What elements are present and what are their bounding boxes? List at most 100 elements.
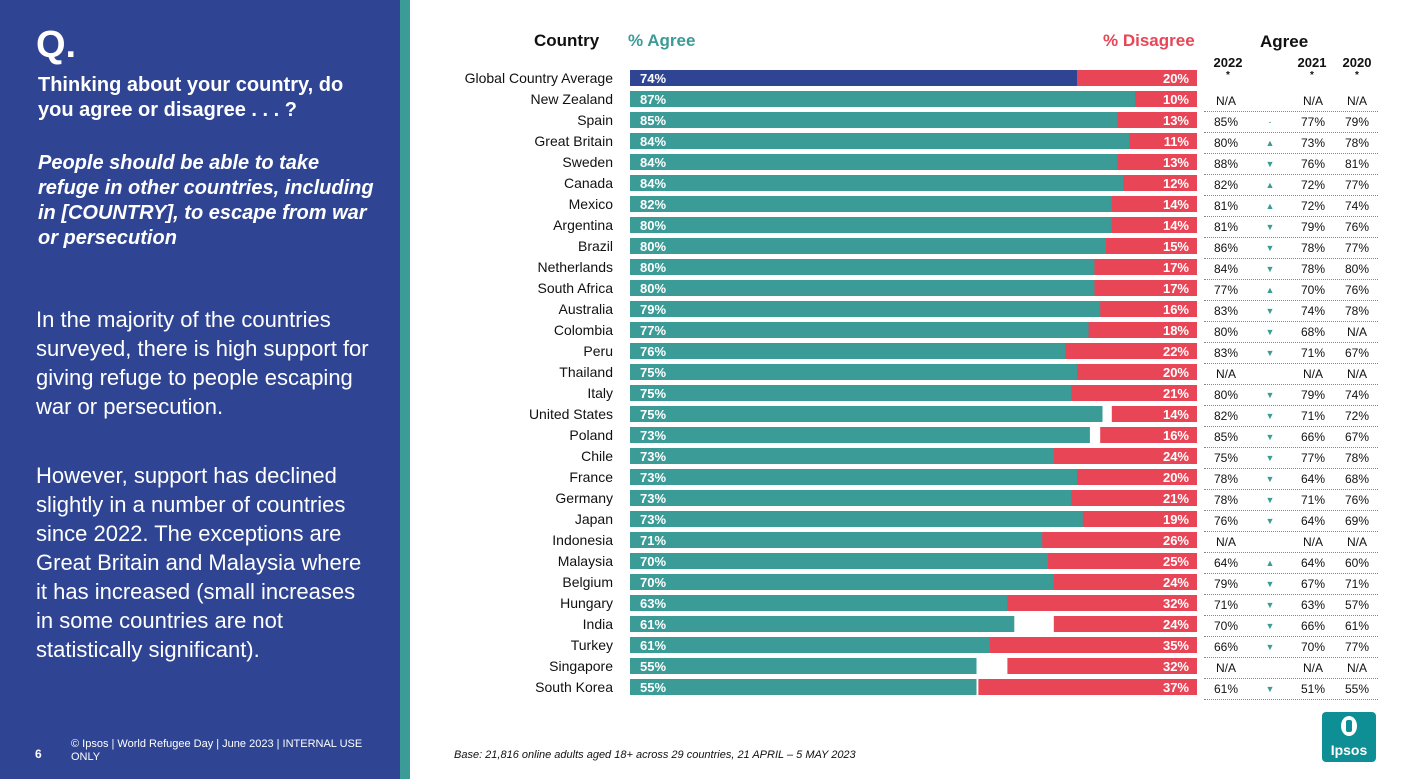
agree-bar — [630, 175, 1160, 191]
change-arrow-icon: - — [1268, 117, 1272, 127]
change-arrow-icon: ▼ — [1265, 432, 1275, 442]
change-arrow-icon: ▼ — [1265, 642, 1275, 652]
disagree-bar — [1071, 385, 1197, 401]
disagree-value-label: 22% — [1163, 344, 1189, 359]
trend-row: 80% ▲ 73% 78% — [1204, 133, 1378, 154]
agree-2020-value: 77% — [1344, 241, 1370, 255]
agree-2020-value: 80% — [1344, 262, 1370, 276]
agree-bar — [630, 595, 1027, 611]
agree-2020-value: 67% — [1344, 346, 1370, 360]
disagree-bar — [1111, 196, 1197, 212]
country-label: Japan — [575, 511, 613, 527]
disagree-bar — [1135, 91, 1197, 107]
country-label: Malaysia — [558, 553, 613, 569]
agree-2021-value: 76% — [1300, 157, 1326, 171]
country-label: Germany — [555, 490, 613, 506]
trend-row: 80% ▼ 79% 74% — [1204, 385, 1378, 406]
country-label: Indonesia — [552, 532, 613, 548]
header-agree: % Agree — [628, 31, 696, 50]
agree-2021-value: 71% — [1300, 346, 1326, 360]
trend-row: 88% ▼ 76% 81% — [1204, 154, 1378, 175]
trend-row: 78% ▼ 71% 76% — [1204, 490, 1378, 511]
agree-2020-value: N/A — [1346, 535, 1367, 549]
agree-bar — [630, 616, 1015, 632]
disagree-bar — [1123, 175, 1197, 191]
country-label: India — [583, 616, 614, 632]
country-label: New Zealand — [531, 91, 614, 107]
country-label: Brazil — [578, 238, 613, 254]
trend-row: 81% ▲ 72% 74% — [1204, 196, 1378, 217]
agree-bar — [630, 217, 1134, 233]
agree-2022-value: N/A — [1215, 367, 1236, 381]
agree-value-label: 71% — [640, 533, 666, 548]
agree-2021-value: 74% — [1300, 304, 1326, 318]
agree-value-label: 80% — [640, 260, 666, 275]
agree-value-label: 76% — [640, 344, 666, 359]
agree-2020-value: 60% — [1344, 556, 1370, 570]
agree-2022-value: 80% — [1213, 136, 1239, 150]
disagree-value-label: 14% — [1163, 218, 1189, 233]
country-label: Sweden — [562, 154, 613, 170]
disagree-value-label: 24% — [1163, 449, 1189, 464]
agree-2020-value: 76% — [1344, 220, 1370, 234]
disagree-value-label: 24% — [1163, 617, 1189, 632]
disagree-bar — [1077, 70, 1197, 86]
agree-value-label: 84% — [640, 134, 666, 149]
agree-2020-value: 61% — [1344, 619, 1370, 633]
agree-value-label: 73% — [640, 428, 666, 443]
footer-copyright: © Ipsos | World Refugee Day | June 2023 … — [71, 738, 363, 763]
country-label: Colombia — [554, 322, 613, 338]
disagree-bar — [1053, 616, 1197, 632]
disagree-value-label: 37% — [1163, 680, 1189, 695]
agree-bar — [630, 301, 1128, 317]
agree-2022-value: 84% — [1213, 262, 1239, 276]
disagree-bar — [1117, 112, 1197, 128]
agree-2021-value: 77% — [1300, 115, 1326, 129]
disagree-bar — [1094, 280, 1197, 296]
agree-bar — [630, 679, 977, 695]
agree-value-label: 55% — [640, 659, 666, 674]
disagree-bar — [1071, 490, 1197, 506]
country-label: Spain — [577, 112, 613, 128]
agree-2020-value: N/A — [1346, 661, 1367, 675]
trend-row: 82% ▲ 72% 77% — [1204, 175, 1378, 196]
trend-row: 83% ▼ 71% 67% — [1204, 343, 1378, 364]
agree-2022-value: 61% — [1213, 682, 1239, 696]
agree-value-label: 63% — [640, 596, 666, 611]
agree-bar — [630, 112, 1166, 128]
trend-row: 85% ▼ 66% 67% — [1204, 427, 1378, 448]
divider-stripe — [400, 0, 410, 779]
country-label: Mexico — [569, 196, 614, 212]
country-label: Peru — [583, 343, 613, 359]
agree-2020-value: 76% — [1344, 493, 1370, 507]
agree-2021-value: 71% — [1300, 409, 1326, 423]
question-statement: People should be able to take refuge in … — [38, 152, 374, 249]
agree-value-label: 80% — [640, 281, 666, 296]
agree-bar — [630, 427, 1090, 443]
agree-2022-value: 85% — [1213, 115, 1239, 129]
disagree-value-label: 17% — [1163, 281, 1189, 296]
star-2020: * — [1355, 70, 1359, 81]
disagree-bar — [978, 679, 1197, 695]
agree-bar — [630, 133, 1160, 149]
agree-2021-value: 63% — [1300, 598, 1326, 612]
agree-2021-value: N/A — [1302, 661, 1323, 675]
change-arrow-icon: ▼ — [1265, 516, 1275, 526]
agree-2022-value: 79% — [1213, 577, 1239, 591]
change-arrow-icon: ▼ — [1265, 348, 1275, 358]
disagree-bar — [1100, 301, 1197, 317]
agree-2021-value: 51% — [1300, 682, 1326, 696]
agree-2022-value: 78% — [1213, 493, 1239, 507]
agree-2020-value: 71% — [1344, 577, 1370, 591]
agree-bar — [630, 511, 1090, 527]
disagree-bar — [1100, 427, 1197, 443]
agree-value-label: 75% — [640, 407, 666, 422]
agree-2021-value: 79% — [1300, 388, 1326, 402]
disagree-value-label: 13% — [1163, 155, 1189, 170]
trend-row: 76% ▼ 64% 69% — [1204, 511, 1378, 532]
agree-2020-value: N/A — [1346, 325, 1367, 339]
agree-value-label: 70% — [640, 554, 666, 569]
trend-row: 78% ▼ 64% 68% — [1204, 469, 1378, 490]
agree-value-label: 70% — [640, 575, 666, 590]
agree-value-label: 80% — [640, 218, 666, 233]
